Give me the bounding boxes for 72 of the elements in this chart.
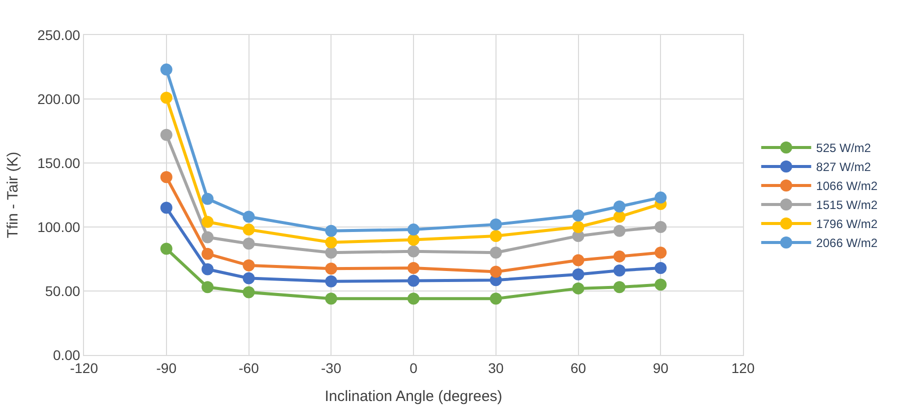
point bbox=[654, 278, 667, 291]
x-tick-label: -60 bbox=[238, 360, 260, 376]
point bbox=[408, 274, 420, 287]
x-tick-label: -30 bbox=[321, 360, 342, 376]
point bbox=[613, 224, 626, 237]
y-tick-label: 100.00 bbox=[37, 218, 80, 235]
point bbox=[490, 230, 502, 242]
point bbox=[242, 272, 255, 284]
point bbox=[654, 221, 667, 233]
point bbox=[408, 262, 420, 274]
point bbox=[408, 245, 420, 258]
point bbox=[490, 292, 502, 305]
legend-label: 1796 W/m2 bbox=[816, 217, 878, 232]
point bbox=[202, 216, 214, 228]
point bbox=[325, 246, 338, 259]
y-tick-label: 150.00 bbox=[37, 154, 80, 171]
point bbox=[613, 210, 626, 223]
point bbox=[654, 262, 667, 274]
point bbox=[613, 250, 626, 262]
point bbox=[202, 281, 214, 294]
legend-label: 1515 W/m2 bbox=[816, 198, 878, 212]
point bbox=[408, 224, 420, 236]
point bbox=[202, 192, 214, 205]
point bbox=[572, 209, 584, 222]
y-tick-label: 50.00 bbox=[45, 282, 80, 299]
point bbox=[613, 264, 626, 277]
legend-label: 1066 W/m2 bbox=[816, 179, 878, 194]
point bbox=[242, 286, 255, 298]
point bbox=[613, 200, 626, 213]
point bbox=[490, 246, 502, 259]
point bbox=[408, 234, 420, 246]
legend-label: 525 W/m2 bbox=[816, 141, 872, 156]
point bbox=[325, 292, 338, 305]
x-tick-label: 60 bbox=[570, 360, 586, 376]
x-tick-label: 90 bbox=[652, 360, 669, 376]
point bbox=[490, 266, 502, 278]
point bbox=[572, 254, 584, 266]
x-tick-label: 0 bbox=[410, 360, 418, 376]
point bbox=[654, 192, 667, 204]
legend-label: 2066 W/m2 bbox=[816, 236, 878, 250]
point bbox=[160, 171, 172, 184]
point bbox=[160, 92, 172, 104]
point bbox=[202, 248, 214, 260]
y-tick-label: 200.00 bbox=[37, 90, 80, 107]
point bbox=[242, 238, 255, 250]
point bbox=[160, 64, 172, 76]
point bbox=[160, 128, 172, 141]
x-axis-title: Inclination Angle (degrees) bbox=[324, 388, 502, 405]
point bbox=[202, 263, 214, 276]
x-tick-label: 30 bbox=[488, 360, 504, 376]
y-axis-title: Tfin - Tair (K) bbox=[4, 152, 22, 238]
point bbox=[325, 224, 338, 237]
point bbox=[654, 246, 667, 259]
x-tick-label: 120 bbox=[731, 360, 755, 376]
point bbox=[325, 236, 338, 248]
x-tick-label: -90 bbox=[156, 360, 177, 376]
point bbox=[160, 202, 172, 214]
point bbox=[242, 224, 255, 236]
point bbox=[160, 242, 172, 255]
legend-label: 827 W/m2 bbox=[816, 160, 872, 174]
point bbox=[572, 282, 584, 294]
point bbox=[490, 218, 502, 230]
point bbox=[572, 221, 584, 233]
point bbox=[325, 275, 338, 288]
point bbox=[242, 259, 255, 272]
point bbox=[572, 268, 584, 280]
point bbox=[242, 210, 255, 223]
point bbox=[613, 281, 626, 294]
point bbox=[408, 292, 420, 305]
y-tick-label: 250.00 bbox=[37, 26, 80, 43]
point bbox=[325, 262, 338, 275]
point bbox=[202, 231, 214, 244]
